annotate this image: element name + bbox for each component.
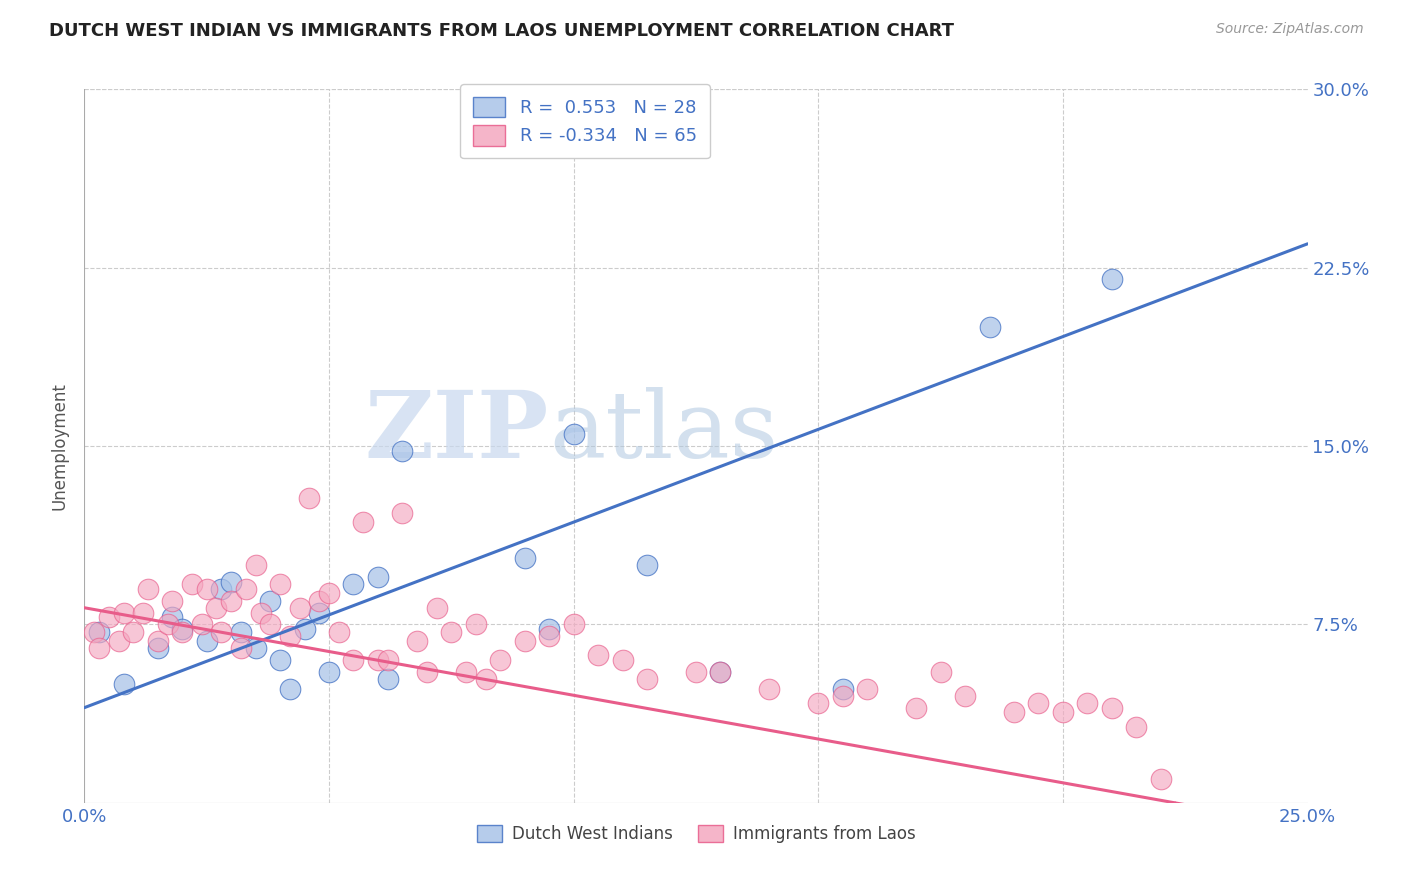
- Point: [191, 617, 214, 632]
- Point: [87, 624, 110, 639]
- Point: [377, 653, 399, 667]
- Point: [831, 689, 853, 703]
- Point: [1002, 706, 1025, 720]
- Point: [146, 634, 169, 648]
- Point: [440, 624, 463, 639]
- Point: [612, 653, 634, 667]
- Point: [1125, 720, 1147, 734]
- Point: [156, 617, 179, 632]
- Point: [367, 570, 389, 584]
- Point: [426, 600, 449, 615]
- Point: [172, 624, 194, 639]
- Point: [162, 593, 184, 607]
- Point: [97, 610, 120, 624]
- Point: [181, 577, 204, 591]
- Point: [278, 629, 301, 643]
- Point: [269, 577, 291, 591]
- Point: [87, 641, 110, 656]
- Point: [636, 558, 658, 572]
- Point: [219, 574, 242, 589]
- Point: [513, 634, 536, 648]
- Point: [377, 672, 399, 686]
- Point: [83, 624, 105, 639]
- Point: [1101, 700, 1123, 714]
- Legend: Dutch West Indians, Immigrants from Laos: Dutch West Indians, Immigrants from Laos: [468, 817, 924, 852]
- Point: [905, 700, 928, 714]
- Point: [454, 665, 477, 679]
- Point: [298, 491, 321, 506]
- Point: [1150, 772, 1173, 786]
- Point: [328, 624, 350, 639]
- Point: [288, 600, 311, 615]
- Point: [132, 606, 155, 620]
- Point: [342, 653, 364, 667]
- Point: [308, 606, 330, 620]
- Point: [1052, 706, 1074, 720]
- Point: [709, 665, 731, 679]
- Point: [229, 624, 252, 639]
- Point: [489, 653, 512, 667]
- Point: [1028, 696, 1050, 710]
- Point: [249, 606, 271, 620]
- Point: [308, 593, 330, 607]
- Point: [953, 689, 976, 703]
- Point: [1101, 272, 1123, 286]
- Point: [709, 665, 731, 679]
- Point: [205, 600, 228, 615]
- Point: [122, 624, 145, 639]
- Point: [112, 677, 135, 691]
- Text: ZIP: ZIP: [366, 387, 550, 476]
- Point: [538, 622, 561, 636]
- Point: [513, 550, 536, 565]
- Point: [807, 696, 830, 710]
- Text: atlas: atlas: [550, 387, 779, 476]
- Point: [219, 593, 242, 607]
- Point: [245, 558, 267, 572]
- Point: [172, 622, 194, 636]
- Point: [538, 629, 561, 643]
- Point: [318, 586, 340, 600]
- Point: [352, 515, 374, 529]
- Point: [856, 681, 879, 696]
- Point: [209, 624, 232, 639]
- Point: [107, 634, 129, 648]
- Point: [406, 634, 429, 648]
- Point: [195, 634, 218, 648]
- Point: [294, 622, 316, 636]
- Point: [391, 443, 413, 458]
- Point: [229, 641, 252, 656]
- Point: [562, 617, 585, 632]
- Point: [979, 320, 1001, 334]
- Point: [318, 665, 340, 679]
- Point: [162, 610, 184, 624]
- Text: DUTCH WEST INDIAN VS IMMIGRANTS FROM LAOS UNEMPLOYMENT CORRELATION CHART: DUTCH WEST INDIAN VS IMMIGRANTS FROM LAO…: [49, 22, 955, 40]
- Point: [586, 648, 609, 663]
- Point: [685, 665, 707, 679]
- Point: [112, 606, 135, 620]
- Point: [562, 427, 585, 442]
- Point: [269, 653, 291, 667]
- Point: [136, 582, 159, 596]
- Point: [831, 681, 853, 696]
- Point: [245, 641, 267, 656]
- Point: [209, 582, 232, 596]
- Point: [146, 641, 169, 656]
- Point: [464, 617, 486, 632]
- Point: [278, 681, 301, 696]
- Point: [1076, 696, 1098, 710]
- Point: [195, 582, 218, 596]
- Point: [259, 593, 281, 607]
- Point: [758, 681, 780, 696]
- Y-axis label: Unemployment: Unemployment: [51, 382, 69, 510]
- Point: [474, 672, 496, 686]
- Point: [391, 506, 413, 520]
- Point: [342, 577, 364, 591]
- Point: [235, 582, 257, 596]
- Point: [259, 617, 281, 632]
- Point: [367, 653, 389, 667]
- Text: Source: ZipAtlas.com: Source: ZipAtlas.com: [1216, 22, 1364, 37]
- Point: [416, 665, 439, 679]
- Point: [929, 665, 952, 679]
- Point: [636, 672, 658, 686]
